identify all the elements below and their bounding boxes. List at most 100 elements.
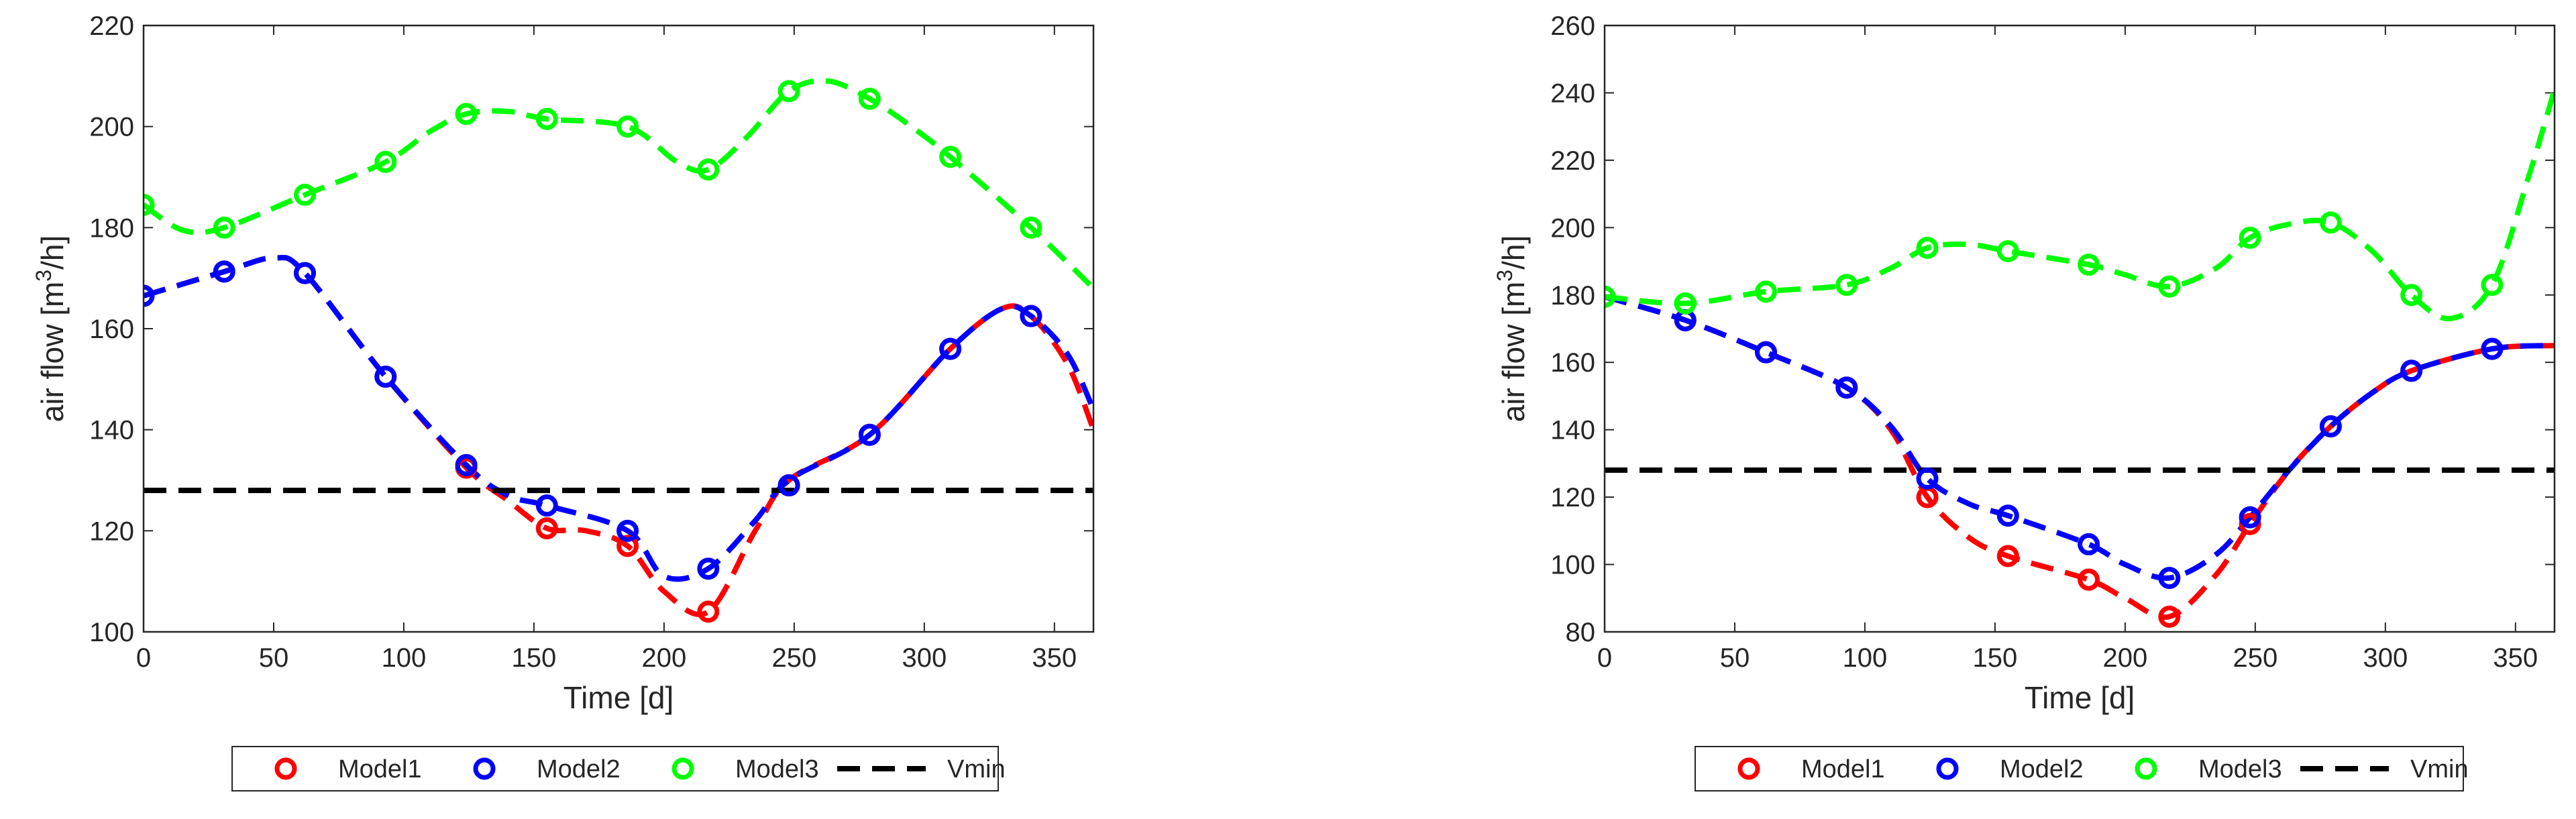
y-axis-title-main: air flow [m (1496, 282, 1531, 423)
y-tick-label: 180 (1550, 281, 1595, 311)
legend-marker-model2 (473, 757, 496, 780)
data-point-model2 (1916, 467, 1939, 490)
x-tick-label: 200 (642, 643, 687, 673)
x-tick-label: 0 (136, 643, 151, 673)
data-point-model1 (1996, 545, 2019, 567)
data-point-model2 (2481, 337, 2504, 360)
x-tick-label: 100 (382, 643, 427, 673)
x-tick-label: 50 (1720, 643, 1750, 673)
data-point-model2 (1996, 504, 2019, 527)
y-tick-label: 140 (89, 416, 134, 445)
data-point-model3 (858, 87, 881, 110)
data-point-model2 (2078, 533, 2100, 555)
y-axis-title-superscript: 3 (1493, 270, 1517, 282)
data-point-model3 (1996, 239, 2019, 262)
data-point-model3 (535, 107, 558, 130)
legend-label-model2: Model2 (537, 755, 621, 783)
y-axis-title-main: air flow [m (35, 282, 70, 423)
plot-area (1605, 25, 2555, 632)
chart-2: 0 50 100 150 200 250 300 350 80 100 120 140 160 180 20… (1493, 11, 2556, 791)
data-point-model2 (939, 337, 962, 360)
y-tick-label: 120 (89, 516, 134, 546)
series-line-model3 (144, 78, 1093, 290)
y-tick-label: 160 (89, 315, 134, 344)
x-tick-label: 250 (771, 643, 816, 673)
data-point-model2 (455, 453, 478, 476)
x-tick-label: 300 (2363, 643, 2408, 673)
series-group (1605, 89, 2555, 628)
y-tick-label: 140 (1550, 416, 1595, 445)
x-tick-label: 50 (259, 643, 289, 673)
data-point-model3 (1755, 280, 1778, 303)
x-tick-label: 300 (902, 643, 947, 673)
y-tick-label: 100 (1550, 551, 1595, 580)
data-point-model2 (1835, 376, 1858, 399)
data-point-model1 (2158, 605, 2181, 628)
y-tick-label: 260 (1550, 11, 1595, 41)
x-axis-title: Time [d] (564, 680, 674, 715)
y-tick-label: 100 (89, 618, 134, 647)
data-point-model2 (374, 366, 397, 388)
data-point-model2 (858, 423, 881, 446)
legend-label-model3: Model3 (735, 755, 819, 783)
data-point-model2 (2239, 506, 2261, 529)
data-point-model3 (939, 146, 962, 168)
y-axis-title-tail: /h] (35, 235, 70, 270)
data-point-model1 (697, 600, 720, 623)
x-tick-label: 200 (2103, 643, 2148, 673)
data-point-model3 (2158, 275, 2181, 298)
data-point-model3 (374, 150, 397, 173)
y-axis-title-tail: /h] (1496, 235, 1531, 270)
data-point-model2 (2319, 415, 2342, 438)
axes-box (1603, 24, 2556, 633)
x-tick-label: 100 (1843, 643, 1888, 673)
y-tick-label: 80 (1566, 618, 1596, 647)
axes-box (142, 24, 1095, 633)
y-axis-title-superscript: 3 (32, 270, 56, 282)
legend-label-model1: Model1 (1801, 755, 1885, 783)
y-tick-label: 180 (89, 213, 134, 243)
y-axis-title: air flow [m3/h] (32, 235, 70, 423)
series-line-model2 (1605, 294, 2555, 581)
y-tick-label: 220 (89, 11, 134, 41)
legend: Model1 Model2 Model3 Vmin (1695, 746, 2469, 791)
legend-label-vmin: Vmin (2410, 755, 2469, 783)
data-point-model3 (2400, 284, 2423, 307)
data-point-model2 (144, 284, 155, 307)
y-axis-title: air flow [m3/h] (1493, 235, 1531, 423)
x-tick-label: 0 (1597, 643, 1612, 673)
data-point-model3 (1674, 292, 1697, 315)
chart-1: 0 50 100 150 200 250 300 350 100 120 140 160 180 200 2… (32, 11, 1095, 791)
y-tick-label: 120 (1550, 483, 1595, 512)
data-point-model1 (535, 517, 558, 540)
y-tick-label: 220 (1550, 146, 1595, 176)
data-point-model2 (616, 519, 639, 542)
data-point-model2 (294, 262, 317, 284)
series-line-model2 (144, 254, 1093, 582)
legend-label-model1: Model1 (338, 755, 422, 783)
legend-marker-model1 (1737, 757, 1760, 780)
data-point-model3 (455, 103, 478, 125)
data-point-model2 (535, 494, 558, 517)
legend-marker-model2 (1936, 757, 1959, 780)
y-tick-label: 200 (1550, 213, 1595, 243)
data-point-model2 (1755, 341, 1778, 364)
data-point-model3 (144, 193, 155, 216)
data-point-model2 (213, 260, 235, 283)
data-point-model2 (697, 557, 720, 580)
data-point-model3 (2078, 254, 2100, 276)
data-point-model3 (294, 183, 317, 206)
data-point-model2 (777, 474, 800, 497)
data-point-model2 (2158, 567, 2181, 590)
data-point-model3 (1835, 274, 1858, 296)
data-point-model2 (2400, 360, 2423, 382)
x-axis-title: Time [d] (2025, 680, 2135, 715)
data-point-model3 (2239, 226, 2261, 249)
legend-marker-model1 (274, 757, 297, 780)
legend-label-vmin: Vmin (947, 755, 1006, 783)
x-tick-label: 150 (512, 643, 557, 673)
data-point-model3 (2481, 274, 2504, 296)
data-point-model3 (697, 158, 720, 181)
